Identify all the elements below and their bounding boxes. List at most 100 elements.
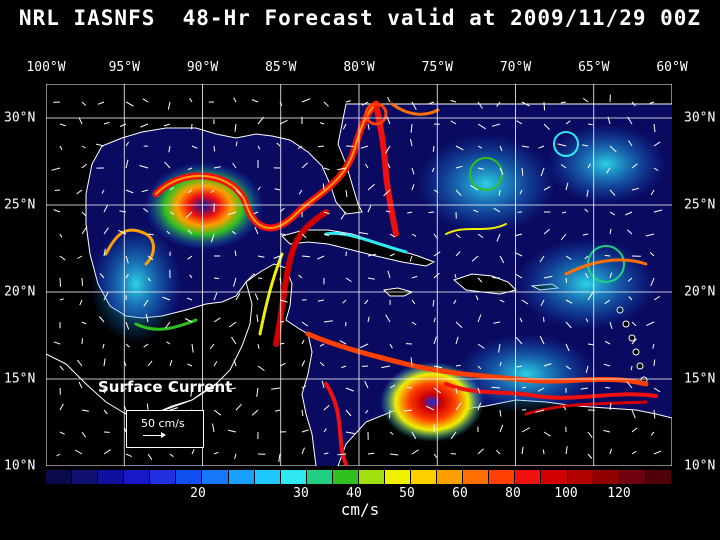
current-vector	[169, 186, 174, 191]
current-vector	[323, 101, 329, 107]
current-vector	[631, 101, 636, 107]
colorbar-tick-label: 50	[399, 486, 415, 501]
current-vector	[560, 101, 567, 104]
current-vector	[227, 211, 237, 216]
current-vector	[213, 145, 216, 152]
current-vector	[433, 365, 443, 369]
current-vector	[254, 226, 259, 235]
current-vector	[144, 384, 149, 389]
current-vector	[163, 123, 171, 127]
current-vector	[169, 360, 173, 367]
current-vector	[585, 365, 589, 374]
current-vector	[493, 207, 501, 213]
current-vector	[609, 272, 613, 279]
current-vector	[257, 365, 265, 372]
current-vector	[234, 453, 237, 459]
current-vector	[125, 159, 129, 169]
current-vector	[367, 183, 375, 191]
current-vector	[560, 233, 567, 241]
current-vector	[565, 365, 571, 370]
current-vector	[653, 450, 662, 455]
current-vector	[227, 429, 237, 433]
current-vector	[367, 205, 372, 213]
current-vector	[409, 255, 413, 262]
current-vector	[231, 230, 237, 235]
current-vector	[477, 233, 484, 239]
current-vector	[385, 210, 391, 213]
current-vector	[59, 255, 66, 261]
latitude-label-right: 20°N	[684, 284, 716, 300]
colorbar-units: cm/s	[340, 500, 380, 519]
current-vector	[189, 98, 193, 103]
current-vector	[125, 101, 134, 107]
current-vector	[319, 343, 325, 347]
current-vector	[209, 387, 215, 391]
current-vector	[278, 453, 281, 462]
map-layer-label: Surface Current	[98, 378, 233, 396]
current-vector	[143, 299, 149, 307]
current-vector	[339, 340, 347, 345]
current-vector	[428, 101, 435, 105]
current-vector	[604, 254, 611, 257]
current-vector	[213, 409, 222, 416]
current-vector	[337, 167, 347, 171]
current-vector	[169, 387, 176, 390]
current-vector	[162, 296, 171, 301]
current-vector	[210, 233, 215, 243]
current-vector	[81, 277, 83, 286]
current-vector	[477, 167, 484, 170]
current-vector	[521, 386, 527, 389]
current-vector	[147, 277, 152, 282]
current-vector	[433, 336, 437, 345]
current-vector	[563, 406, 567, 411]
colorbar-swatch	[202, 470, 229, 484]
current-vector	[582, 98, 589, 103]
colorbar-swatch	[98, 470, 125, 484]
current-vector	[166, 341, 171, 345]
current-vector	[565, 255, 572, 260]
current-vector	[139, 165, 149, 169]
current-vector	[54, 189, 61, 191]
current-vector	[411, 101, 417, 111]
current-vectors	[51, 94, 663, 462]
current-vector	[254, 293, 259, 301]
current-vector	[323, 167, 330, 171]
land-cuba	[281, 229, 436, 267]
current-vector	[301, 162, 308, 169]
current-vector	[477, 402, 482, 411]
current-vector	[301, 447, 305, 455]
current-vector	[103, 358, 106, 367]
current-vector	[653, 167, 659, 171]
current-vector	[298, 274, 303, 279]
current-vector	[301, 321, 309, 327]
current-vector	[496, 449, 501, 455]
current-vector	[653, 359, 656, 367]
current-vector	[521, 101, 530, 107]
current-vector	[587, 123, 593, 126]
latitude-label-left: 30°N	[4, 110, 36, 126]
current-vector	[364, 299, 369, 305]
current-vector	[257, 186, 261, 191]
current-vector	[103, 387, 105, 394]
current-vector	[191, 123, 193, 130]
current-vector	[453, 299, 457, 305]
current-vector	[455, 251, 461, 257]
current-vector	[543, 317, 545, 323]
current-vector	[410, 138, 413, 147]
colorbar-swatch	[228, 470, 255, 484]
current-vector	[539, 255, 545, 263]
current-vector	[213, 277, 219, 280]
current-vector	[316, 255, 325, 260]
current-vector	[580, 387, 589, 390]
current-vector	[433, 453, 438, 459]
current-vector	[345, 409, 352, 417]
current-vector	[499, 145, 503, 152]
current-vector	[191, 145, 198, 149]
current-vector	[383, 189, 391, 197]
current-vector	[477, 448, 484, 455]
current-vector	[59, 123, 66, 127]
current-vector	[185, 211, 193, 219]
current-vector	[301, 385, 307, 389]
current-vector	[125, 321, 130, 330]
current-vector	[411, 299, 416, 305]
